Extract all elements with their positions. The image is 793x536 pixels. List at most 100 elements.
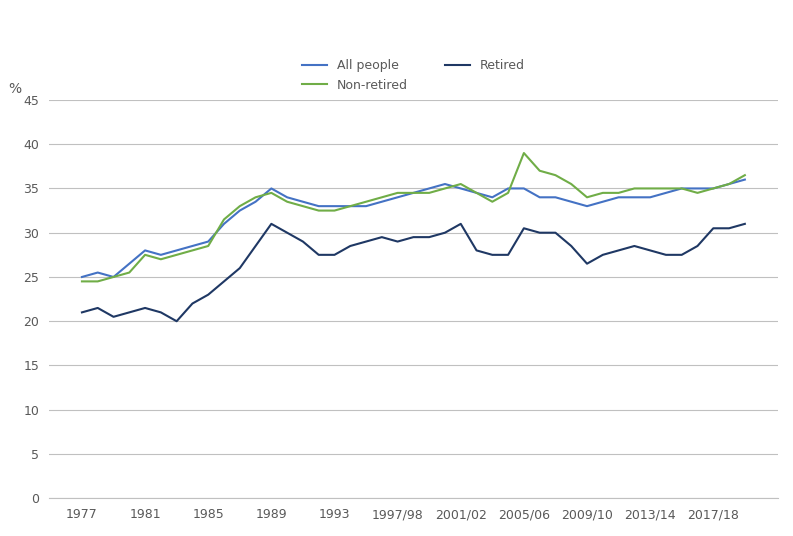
All people: [550, 194, 560, 200]
Non-retired: [472, 190, 481, 196]
All people: [77, 274, 86, 280]
All people: [708, 185, 718, 192]
Retired: [362, 239, 371, 245]
All people: [724, 181, 734, 187]
Non-retired: [140, 251, 150, 258]
Non-retired: [677, 185, 687, 192]
Non-retired: [109, 274, 118, 280]
Non-retired: [519, 150, 529, 157]
All people: [156, 251, 166, 258]
Retired: [661, 251, 671, 258]
Retired: [440, 229, 450, 236]
Non-retired: [408, 190, 418, 196]
Non-retired: [77, 278, 86, 285]
Non-retired: [582, 194, 592, 200]
All people: [266, 185, 276, 192]
Non-retired: [266, 190, 276, 196]
Non-retired: [377, 194, 387, 200]
Non-retired: [646, 185, 655, 192]
Retired: [424, 234, 434, 240]
Retired: [646, 247, 655, 254]
Non-retired: [440, 185, 450, 192]
Non-retired: [393, 190, 402, 196]
All people: [614, 194, 623, 200]
Non-retired: [708, 185, 718, 192]
Retired: [188, 300, 197, 307]
Retired: [125, 309, 134, 316]
All people: [393, 194, 402, 200]
Non-retired: [535, 168, 545, 174]
Non-retired: [598, 190, 607, 196]
Non-retired: [282, 198, 292, 205]
Retired: [330, 251, 339, 258]
Non-retired: [724, 181, 734, 187]
Non-retired: [251, 194, 260, 200]
All people: [188, 243, 197, 249]
Non-retired: [125, 269, 134, 276]
Retired: [488, 251, 497, 258]
Retired: [282, 229, 292, 236]
Retired: [298, 239, 308, 245]
Line: All people: All people: [82, 180, 745, 277]
Non-retired: [330, 207, 339, 214]
All people: [140, 247, 150, 254]
Retired: [693, 243, 703, 249]
Retired: [519, 225, 529, 232]
Retired: [314, 251, 324, 258]
All people: [125, 260, 134, 267]
All people: [408, 190, 418, 196]
All people: [172, 247, 182, 254]
All people: [424, 185, 434, 192]
Retired: [156, 309, 166, 316]
All people: [219, 221, 228, 227]
Non-retired: [188, 247, 197, 254]
All people: [377, 198, 387, 205]
Retired: [456, 221, 465, 227]
Non-retired: [204, 243, 213, 249]
Retired: [708, 225, 718, 232]
Text: %: %: [9, 82, 22, 96]
All people: [298, 198, 308, 205]
Non-retired: [630, 185, 639, 192]
Retired: [408, 234, 418, 240]
Non-retired: [424, 190, 434, 196]
All people: [456, 185, 465, 192]
All people: [330, 203, 339, 210]
All people: [693, 185, 703, 192]
Retired: [614, 247, 623, 254]
All people: [204, 239, 213, 245]
All people: [630, 194, 639, 200]
All people: [488, 194, 497, 200]
Non-retired: [550, 172, 560, 178]
Non-retired: [362, 198, 371, 205]
Non-retired: [614, 190, 623, 196]
Non-retired: [504, 190, 513, 196]
Non-retired: [740, 172, 749, 178]
All people: [598, 198, 607, 205]
Retired: [740, 221, 749, 227]
Retired: [393, 239, 402, 245]
All people: [582, 203, 592, 210]
Retired: [598, 251, 607, 258]
Retired: [219, 278, 228, 285]
Non-retired: [219, 216, 228, 222]
All people: [251, 198, 260, 205]
All people: [677, 185, 687, 192]
All people: [740, 176, 749, 183]
All people: [519, 185, 529, 192]
All people: [282, 194, 292, 200]
Non-retired: [346, 203, 355, 210]
Non-retired: [314, 207, 324, 214]
All people: [346, 203, 355, 210]
Retired: [109, 314, 118, 320]
All people: [440, 181, 450, 187]
Retired: [566, 243, 576, 249]
All people: [235, 207, 244, 214]
Retired: [172, 318, 182, 324]
Retired: [140, 305, 150, 311]
Retired: [630, 243, 639, 249]
Non-retired: [298, 203, 308, 210]
Retired: [535, 229, 545, 236]
Non-retired: [456, 181, 465, 187]
All people: [93, 269, 102, 276]
